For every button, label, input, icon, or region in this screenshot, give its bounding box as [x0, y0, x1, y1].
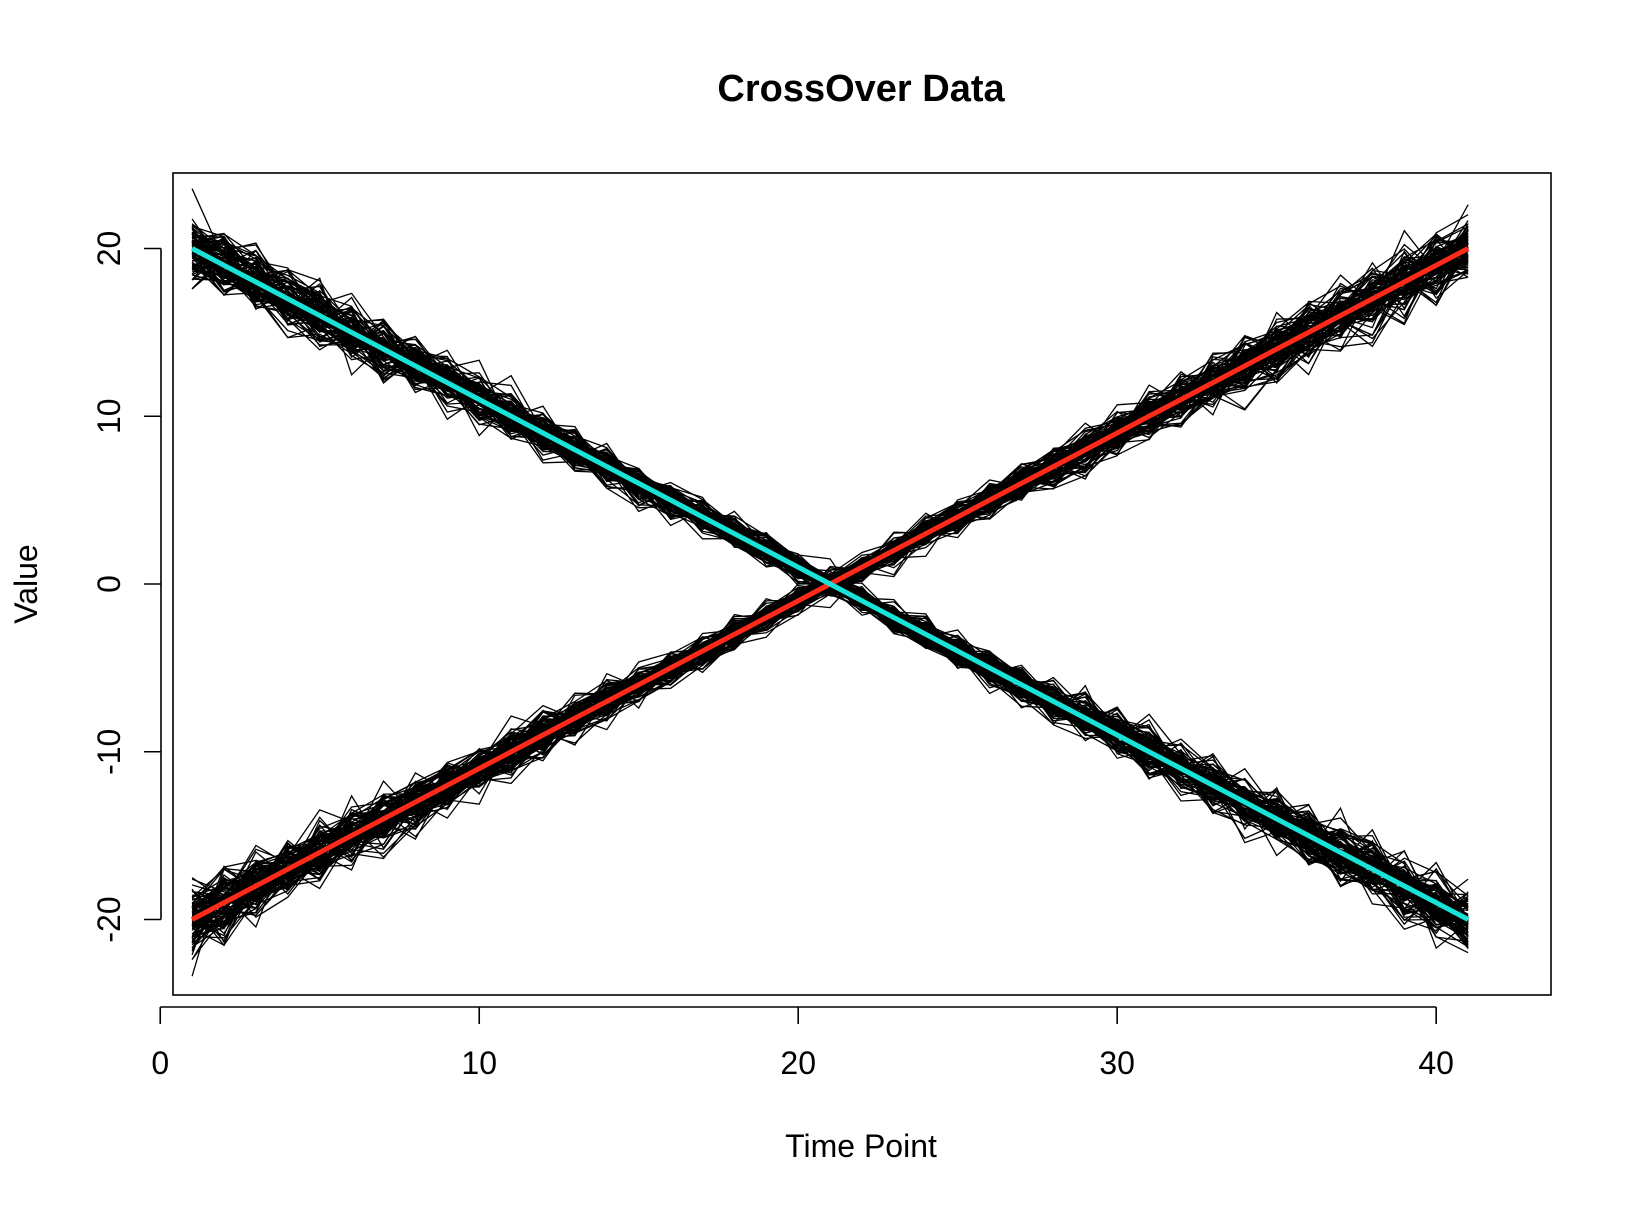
x-tick-label: 40: [1418, 1045, 1454, 1081]
x-tick-label: 0: [151, 1045, 169, 1081]
chart-title: CrossOver Data: [717, 68, 1005, 110]
sample-curve-decreasing: [191, 239, 1469, 924]
x-tick-label: 20: [780, 1045, 816, 1081]
y-axis: -20 -10 0 10 20: [91, 231, 162, 943]
x-tick-label: 10: [461, 1045, 497, 1081]
x-axis: 0 10 20 30 40: [151, 1006, 1454, 1081]
x-axis-label: Time Point: [785, 1128, 937, 1164]
y-tick-label: 20: [91, 231, 127, 267]
x-tick-label: 30: [1099, 1045, 1135, 1081]
y-tick-label: 0: [91, 575, 127, 593]
mean-lines: [190, 246, 1470, 922]
y-tick-label: -20: [91, 896, 127, 942]
sample-curve-decreasing: [191, 259, 1469, 943]
y-axis-label: Value: [8, 544, 44, 623]
plot-frame: [172, 172, 1552, 996]
y-tick-label: 10: [91, 398, 127, 434]
series-line-mean-decreasing: [190, 246, 1470, 922]
y-tick-label: -10: [91, 729, 127, 775]
